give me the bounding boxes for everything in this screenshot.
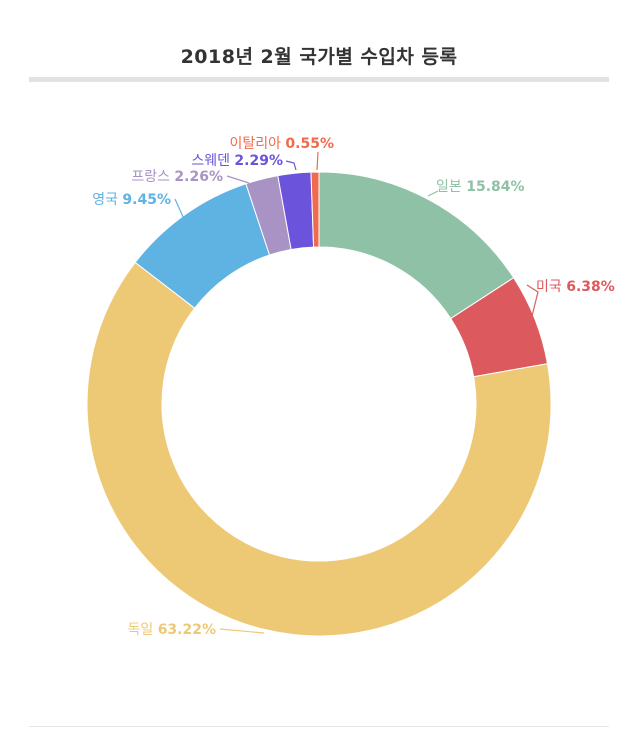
- slice-label-value-2: 6.38%: [566, 279, 615, 295]
- slice-label-2: 미국 6.38%: [536, 279, 615, 295]
- chart-title: 2018년 2월 국가별 수입차 등록: [180, 46, 458, 68]
- slice-label-value-1: 15.84%: [466, 179, 524, 195]
- slice-label-5: 프랑스 2.26%: [131, 169, 223, 185]
- donut-slice-3[interactable]: [86, 261, 552, 637]
- slice-label-value-7: 0.55%: [285, 136, 334, 152]
- slice-label-value-5: 2.26%: [174, 169, 223, 185]
- donut-slice-7[interactable]: [310, 171, 320, 248]
- slice-label-1: 일본 15.84%: [436, 179, 525, 195]
- slice-label-value-6: 2.29%: [234, 153, 283, 169]
- slice-label-name-5: 프랑스: [131, 169, 174, 185]
- leader-line-6: [285, 160, 297, 171]
- slice-label-value-3: 63.22%: [158, 622, 216, 638]
- slice-label-7: 이탈리아 0.55%: [229, 136, 334, 152]
- slice-label-value-4: 9.45%: [122, 192, 171, 208]
- slice-label-3: 독일 63.22%: [127, 622, 216, 638]
- leader-line-7: [316, 151, 319, 171]
- slice-label-name-1: 일본: [436, 179, 466, 195]
- slice-label-name-4: 영국: [92, 192, 122, 208]
- leader-line-5: [226, 175, 250, 184]
- bottom-divider: [29, 726, 609, 727]
- slice-label-name-3: 독일: [127, 622, 157, 638]
- slice-label-name-2: 미국: [536, 279, 566, 295]
- leader-line-2: [526, 284, 539, 321]
- slice-label-name-6: 스웨덴: [191, 153, 234, 169]
- slice-label-4: 영국 9.45%: [92, 192, 171, 208]
- leader-line-4: [174, 198, 199, 251]
- slice-label-name-7: 이탈리아: [229, 136, 285, 152]
- leader-line-1: [427, 190, 439, 197]
- slice-label-6: 스웨덴 2.29%: [191, 153, 283, 169]
- title-divider: [29, 77, 609, 82]
- leader-line-3: [219, 628, 265, 634]
